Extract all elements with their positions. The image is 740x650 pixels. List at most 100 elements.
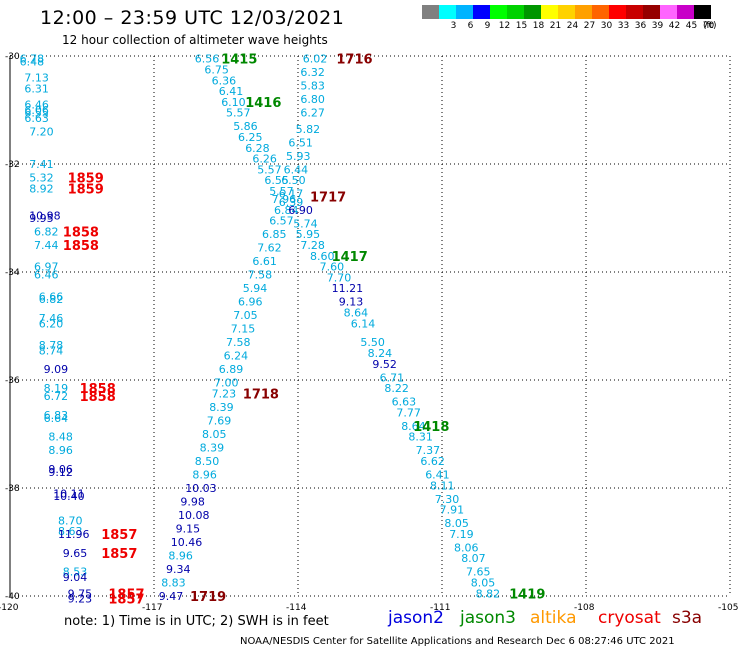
swh-value: 10.40 (53, 490, 84, 503)
legend-jason3: jason3 (460, 608, 516, 628)
swh-value: 7.69 (207, 415, 232, 428)
swh-value: 6.28 (245, 142, 270, 155)
pass-label: 1858 (80, 382, 116, 397)
swh-value: 6.25 (238, 131, 263, 144)
pass-label: 1857 (108, 593, 144, 608)
swh-value: 5.95 (296, 228, 321, 241)
swh-value: 6.97 (34, 261, 59, 274)
swh-value: 7.65 (466, 566, 491, 579)
scale-label: 30 (600, 21, 613, 31)
credit-line: NOAA/NESDIS Center for Satellite Applica… (240, 636, 675, 647)
swh-value: 5.74 (293, 217, 318, 230)
swh-value: 5.94 (243, 282, 267, 295)
swh-value: 7.19 (449, 528, 474, 541)
lon-tick-label: -108 (574, 603, 595, 613)
swh-value: 7.46 (39, 312, 64, 325)
swh-value: 9.75 (68, 587, 93, 600)
swh-value: 7.41 (29, 158, 54, 171)
swh-value: 6.57 (269, 215, 294, 228)
swh-value: 8.50 (195, 455, 220, 468)
swh-value: 6.39 (279, 196, 304, 209)
swh-value: 7.44 (34, 239, 59, 252)
scale-label: 21 (549, 21, 562, 31)
swh-value: 5.83 (300, 80, 325, 93)
swh-value: 8.74 (39, 344, 64, 357)
swh-value: 6.55 (24, 107, 49, 120)
swh-value: 6.56 (195, 53, 220, 66)
lat-tick-label: -40 (5, 592, 20, 602)
pass-label: 1418 (413, 420, 449, 435)
scale-label: 12 (498, 21, 511, 31)
swh-value: 7.77 (396, 406, 421, 419)
units-note: note: 1) Time is in UTC; 2) SWH is in fe… (64, 614, 329, 629)
lon-tick-label: -114 (286, 603, 307, 613)
swh-value: 6.84 (274, 204, 299, 217)
swh-value: 5.93 (286, 150, 311, 163)
scale-label: 24 (566, 21, 579, 31)
swh-value: 9.12 (48, 466, 73, 479)
swh-value: 7.37 (416, 444, 441, 457)
swh-value: 9.06 (48, 463, 73, 476)
swh-value: 10.03 (185, 482, 217, 495)
swh-value: 5.57 (257, 163, 282, 176)
swh-value: 6.41 (219, 85, 244, 98)
swh-value: 6.72 (44, 390, 69, 403)
swh-value: 8.64 (344, 307, 369, 320)
pass-label: 1858 (63, 239, 99, 254)
swh-value: 7.23 (212, 388, 237, 401)
swh-value: 6.82 (39, 293, 64, 306)
scale-swatch (677, 5, 694, 19)
swh-value: 6.32 (300, 66, 325, 79)
swh-value: 7.60 (320, 261, 345, 274)
swh-value: 6.61 (252, 255, 277, 268)
scale-swatch (626, 5, 643, 19)
swh-value: 11.21 (332, 282, 364, 295)
swh-value: 6.64 (44, 412, 69, 425)
swh-value: 6.80 (300, 93, 325, 106)
pass-label: 1717 (310, 190, 346, 205)
swh-value: 9.13 (339, 296, 364, 309)
scale-label: 42 (668, 21, 681, 31)
scale-swatch (558, 5, 575, 19)
swh-value: 6.44 (284, 163, 309, 176)
swh-value: 6.24 (224, 350, 249, 363)
swh-value: 6.17 (279, 188, 304, 201)
swh-value: 9.09 (44, 363, 69, 376)
swh-value: 10.11 (53, 487, 84, 500)
swh-value: 5.32 (29, 172, 54, 185)
swh-value: 6.75 (204, 64, 229, 77)
swh-value: 7.15 (231, 323, 256, 336)
swh-value: 8.78 (39, 339, 64, 352)
pass-label: 1416 (245, 96, 281, 111)
swh-value: 6.96 (238, 296, 263, 309)
swh-value: 6.85 (262, 228, 287, 241)
swh-value: 8.82 (476, 587, 501, 600)
swh-value: 10.08 (178, 509, 210, 522)
scale-label: 39 (651, 21, 664, 31)
swh-value: 7.05 (233, 309, 258, 322)
swh-value: 8.24 (368, 347, 393, 360)
pass-label: 1417 (332, 250, 368, 265)
pass-label: 1857 (101, 528, 137, 543)
scale-label: 70 (702, 21, 715, 31)
swh-value: 9.04 (63, 571, 88, 584)
swh-value: 9.98 (180, 496, 205, 509)
pass-label: 1859 (68, 172, 104, 187)
lat-tick-label: -38 (5, 484, 20, 494)
scale-swatch (541, 5, 558, 19)
scale-label: 33 (617, 21, 630, 31)
swh-value: 9.23 (68, 593, 93, 606)
pass-label: 1857 (101, 547, 137, 562)
legend-cryosat: cryosat (598, 608, 661, 628)
pass-label: 1857 (108, 587, 144, 602)
lat-tick-label: -30 (5, 52, 20, 62)
swh-value: 7.28 (300, 239, 325, 252)
swh-value: 6.90 (288, 204, 313, 217)
swh-value: 8.96 (48, 444, 73, 457)
swh-value: 7.13 (24, 72, 49, 85)
scale-swatch (507, 5, 524, 19)
pass-label: 1858 (80, 390, 116, 405)
pass-label: 1716 (336, 53, 372, 68)
scale-swatch (694, 5, 711, 19)
swh-value: 9.15 (176, 523, 201, 536)
